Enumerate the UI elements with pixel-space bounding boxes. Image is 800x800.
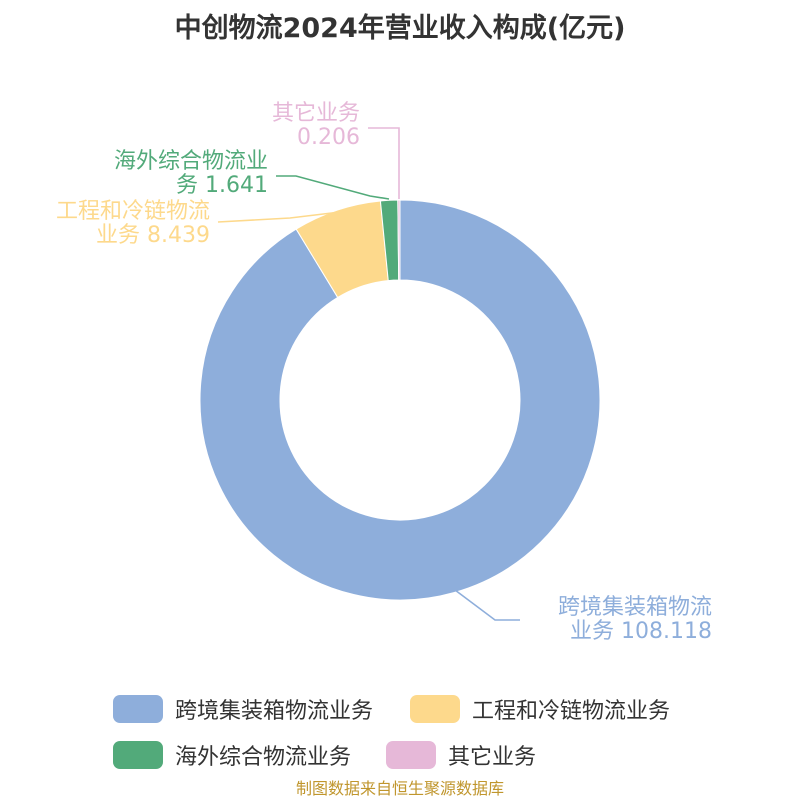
slice-cross-border[interactable]: [199, 199, 601, 601]
slice-group: [199, 199, 601, 601]
leader-line-engineering-cold-chain: [217, 211, 341, 223]
legend-swatch: [410, 695, 460, 723]
data-label-cross-border: 跨境集装箱物流业务 108.118: [558, 595, 712, 644]
legend-label: 跨境集装箱物流业务: [175, 699, 374, 724]
chart-title: 中创物流2024年营业收入构成(亿元): [174, 13, 626, 44]
legend-swatch: [113, 741, 163, 769]
legend-swatch: [113, 695, 163, 723]
legend-item-engineering-cold-chain[interactable]: 工程和冷链物流业务: [410, 693, 670, 725]
data-label-group: 跨境集装箱物流业务 108.118 工程和冷链物流业务 8.439海外综合物流业务…: [56, 101, 712, 644]
legend-label: 工程和冷链物流业务: [472, 699, 671, 724]
data-label-other: 其它业务 0.206: [272, 101, 360, 150]
source-note: 制图数据来自恒生聚源数据库: [295, 779, 504, 798]
data-label-engineering-cold-chain: 工程和冷链物流业务 8.439: [56, 199, 210, 248]
legend-item-other[interactable]: 其它业务: [386, 739, 536, 771]
legend-swatch: [386, 741, 436, 769]
legend-item-overseas[interactable]: 海外综合物流业务: [113, 739, 351, 771]
legend-item-cross-border[interactable]: 跨境集装箱物流业务: [113, 693, 373, 725]
legend-label: 其它业务: [448, 745, 537, 770]
leader-line-other: [368, 127, 400, 199]
leader-line-cross-border: [454, 589, 520, 621]
leader-line-overseas: [276, 175, 390, 200]
leader-line-group: [217, 127, 520, 621]
legend-label: 海外综合物流业务: [175, 745, 352, 770]
slice-other[interactable]: [397, 199, 401, 281]
data-label-overseas: 海外综合物流业务 1.641: [114, 149, 268, 198]
